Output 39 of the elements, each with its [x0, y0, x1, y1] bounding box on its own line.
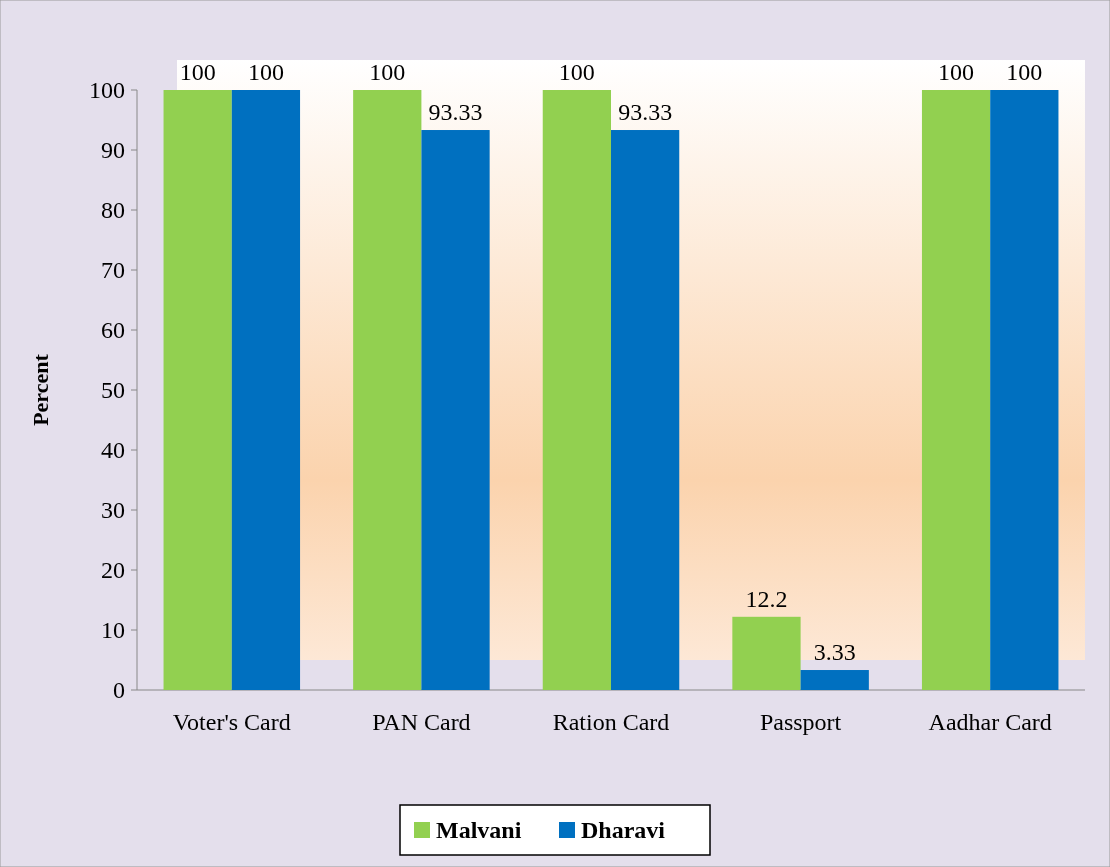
x-tick-label: PAN Card — [372, 709, 471, 735]
y-tick-label: 20 — [101, 557, 125, 584]
data-label: 100 — [558, 59, 595, 85]
y-tick-label: 0 — [113, 677, 125, 704]
data-label: 100 — [938, 59, 975, 85]
x-tick-label: Aadhar Card — [928, 709, 1052, 735]
y-tick-label: 40 — [101, 437, 125, 464]
y-axis-title: Percent — [28, 353, 53, 426]
bar — [800, 670, 869, 690]
y-tick-label: 70 — [101, 257, 125, 284]
bar — [421, 130, 490, 690]
y-tick-label: 100 — [89, 77, 125, 104]
bar — [163, 90, 232, 690]
data-label: 3.33 — [813, 639, 856, 666]
legend-label: Malvani — [436, 817, 522, 844]
x-tick-label: Passport — [759, 709, 842, 735]
x-tick-label: Voter's Card — [172, 709, 291, 735]
y-tick-label: 90 — [101, 137, 125, 164]
bar — [611, 130, 680, 690]
data-label: 93.33 — [618, 99, 673, 126]
data-label: 100 — [247, 59, 284, 85]
data-label: 100 — [369, 59, 406, 85]
y-tick-label: 10 — [101, 617, 125, 644]
bar — [353, 90, 422, 690]
x-tick-label: Ration Card — [552, 709, 670, 735]
y-tick-label: 30 — [101, 497, 125, 524]
bar — [542, 90, 611, 690]
bar — [732, 616, 801, 690]
data-label: 100 — [179, 59, 216, 85]
bar — [990, 90, 1059, 690]
data-label: 93.33 — [428, 99, 483, 126]
data-label: 100 — [1006, 59, 1043, 85]
legend-label: Dharavi — [581, 817, 666, 844]
bar — [231, 90, 301, 690]
bar — [921, 90, 991, 690]
data-label: 12.2 — [745, 585, 788, 612]
y-tick-label: 50 — [101, 377, 125, 404]
y-tick-label: 80 — [101, 197, 125, 224]
y-tick-label: 60 — [101, 317, 125, 344]
